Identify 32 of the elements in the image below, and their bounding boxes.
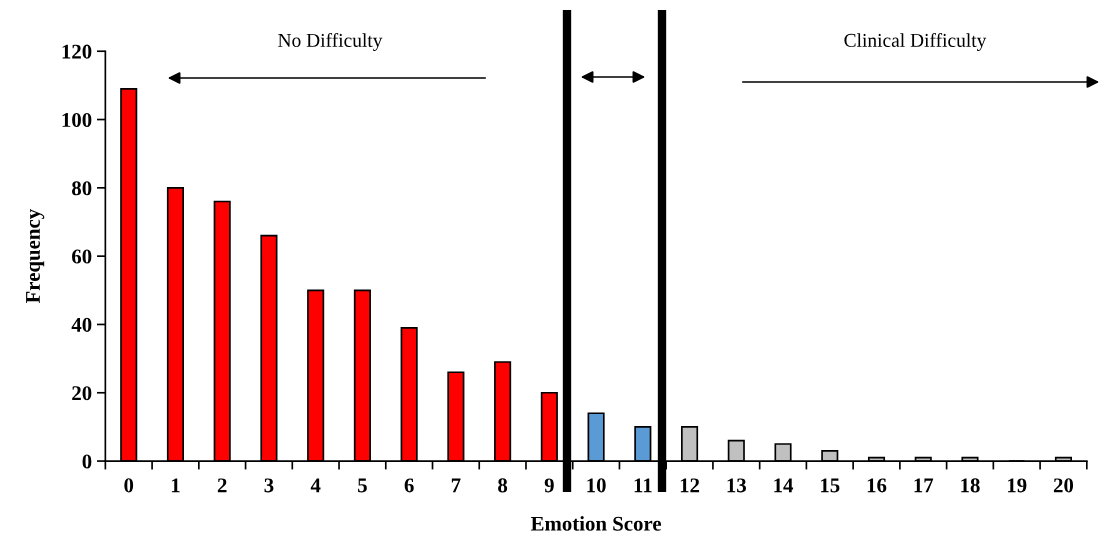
y-tick-label: 20 bbox=[72, 386, 92, 401]
x-tick-label: 16 bbox=[867, 478, 887, 493]
x-tick-label: 0 bbox=[124, 478, 134, 493]
x-axis-title: Emotion Score bbox=[530, 516, 662, 531]
y-axis-title: Frequency bbox=[26, 209, 45, 304]
x-tick-label: 20 bbox=[1053, 478, 1074, 493]
text: No Difficulty bbox=[278, 33, 383, 51]
x-tick-label: 11 bbox=[634, 478, 652, 493]
text: Clinical Difficulty bbox=[844, 33, 987, 51]
x-tick-label: 6 bbox=[404, 478, 414, 493]
x-tick-label: 19 bbox=[1007, 478, 1027, 493]
x-tick-label: 4 bbox=[310, 478, 321, 493]
y-tick-label: 100 bbox=[62, 112, 92, 127]
y-tick-label: 120 bbox=[62, 44, 92, 59]
x-tick-label: 12 bbox=[680, 478, 700, 493]
x-tick-label: 3 bbox=[264, 478, 274, 493]
x-tick-label: 15 bbox=[821, 478, 840, 493]
y-tick-label: 80 bbox=[72, 181, 92, 196]
x-tick-label: 9 bbox=[544, 478, 554, 493]
x-tick-label: 14 bbox=[774, 478, 794, 493]
x-tick-label: 17 bbox=[914, 478, 934, 493]
x-tick-label: 1 bbox=[171, 478, 180, 493]
x-tick-label: 13 bbox=[727, 478, 746, 493]
x-tick-label: 5 bbox=[358, 478, 367, 493]
x-tick-label: 10 bbox=[587, 478, 606, 493]
x-tick-label: 8 bbox=[498, 478, 508, 493]
y-tick-label: 60 bbox=[72, 249, 92, 264]
y-tick-label: 0 bbox=[82, 454, 92, 469]
x-tick-label: 2 bbox=[217, 478, 227, 493]
x-tick-label: 7 bbox=[451, 478, 461, 493]
y-tick-label: 40 bbox=[71, 317, 92, 332]
x-tick-label: 18 bbox=[961, 478, 980, 493]
